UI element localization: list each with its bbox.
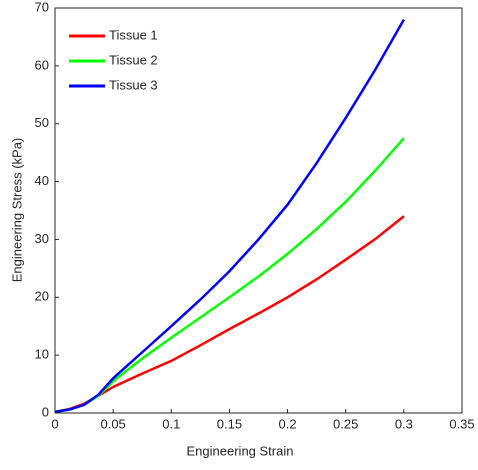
y-tick-label: 30 [35,231,49,246]
y-tick-label: 10 [35,347,49,362]
x-tick-label: 0.35 [449,416,474,431]
data-line [54,18,405,414]
legend-label: Tissue 1 [109,27,158,42]
legend-label: Tissue 2 [109,52,158,67]
y-tick-label: 50 [35,115,49,130]
data-line [54,215,405,414]
y-tick-label: 60 [35,57,49,72]
legend-label: Tissue 3 [109,77,158,92]
y-tick-label: 70 [35,0,49,14]
x-tick-label: 0.3 [395,416,413,431]
x-axis-label: Engineering Strain [187,443,294,458]
y-tick-label: 20 [35,289,49,304]
y-axis-label: Engineering Stress (kPa) [9,138,24,283]
plot-frame [54,7,463,414]
data-line [54,137,405,414]
x-tick-label: 0.1 [162,416,180,431]
x-tick-label: 0.05 [100,416,125,431]
x-tick-label: 0.15 [217,416,242,431]
x-tick-label: 0.2 [279,416,297,431]
y-tick-label: 40 [35,173,49,188]
x-tick-label: 0.25 [333,416,358,431]
y-tick-label: 0 [42,404,49,419]
x-tick-label: 0 [51,416,58,431]
